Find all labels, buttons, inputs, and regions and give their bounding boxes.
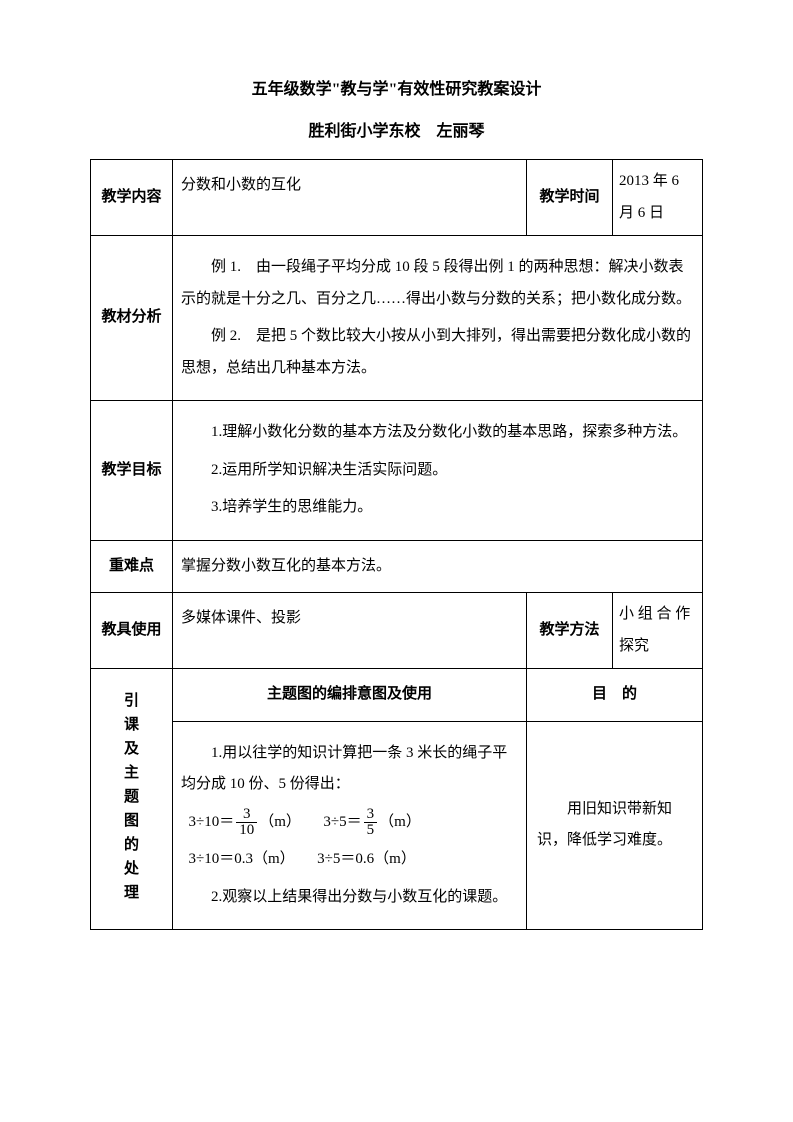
- table-row: 教材分析 例 1. 由一段绳子平均分成 10 段 5 段得出例 1 的两种思想：…: [91, 236, 703, 401]
- eq1a-unit: （m）: [259, 814, 293, 830]
- eq2b: 3÷5＝0.6（m）: [317, 851, 416, 867]
- analysis-p1: 例 1. 由一段绳子平均分成 10 段 5 段得出例 1 的两种思想：解决小数表…: [181, 252, 694, 315]
- label-tools: 教具使用: [91, 593, 173, 669]
- label-method: 教学方法: [527, 593, 613, 669]
- eq1a-lhs: 3÷10＝: [189, 814, 235, 830]
- intro-p1: 1.用以往学的知识计算把一条 3 米长的绳子平均分成 10 份、5 份得出：: [181, 738, 518, 801]
- label-goal: 教学目标: [91, 401, 173, 541]
- lesson-plan-table: 教学内容 分数和小数的互化 教学时间 2013 年 6 月 6 日 教材分析 例…: [90, 159, 703, 930]
- frac-num: 3: [364, 807, 378, 823]
- frac-den: 5: [364, 823, 378, 838]
- intro-eq2: 3÷10＝0.3（m） 3÷5＝0.6（m）: [181, 844, 518, 876]
- intro-header-right: 目 的: [527, 669, 703, 722]
- page-title-1: 五年级数学"教与学"有效性研究教案设计: [90, 75, 703, 99]
- frac-num: 3: [236, 807, 257, 823]
- goal-content: 1.理解小数化分数的基本方法及分数化小数的基本思路，探索多种方法。 2.运用所学…: [173, 401, 703, 541]
- goal-p3: 3.培养学生的思维能力。: [181, 492, 694, 524]
- method-value: 小 组 合 作探究: [613, 593, 703, 669]
- time-value: 2013 年 6 月 6 日: [613, 160, 703, 236]
- eq1b-lhs: 3÷5＝: [323, 814, 361, 830]
- frac-den: 10: [236, 823, 257, 838]
- goal-p1: 1.理解小数化分数的基本方法及分数化小数的基本思路，探索多种方法。: [181, 417, 694, 449]
- page-title-2: 胜利街小学东校 左丽琴: [90, 117, 703, 141]
- label-analysis: 教材分析: [91, 236, 173, 401]
- label-intro: 引课及主题图的处理: [91, 669, 173, 930]
- intro-purpose: 用旧知识带新知识，降低学习难度。: [527, 721, 703, 930]
- eq1b-unit: （m）: [379, 814, 421, 830]
- intro-p2: 2.观察以上结果得出分数与小数互化的课题。: [181, 882, 518, 914]
- table-row: 重难点 掌握分数小数互化的基本方法。: [91, 540, 703, 593]
- goal-p2: 2.运用所学知识解决生活实际问题。: [181, 455, 694, 487]
- eq2a: 3÷10＝0.3（m）: [189, 851, 288, 867]
- label-time: 教学时间: [527, 160, 613, 236]
- intro-left-content: 1.用以往学的知识计算把一条 3 米长的绳子平均分成 10 份、5 份得出： 3…: [173, 721, 527, 930]
- frac-3-10: 310: [236, 807, 257, 838]
- content-text: 分数和小数的互化: [173, 160, 527, 236]
- analysis-p2: 例 2. 是把 5 个数比较大小按从小到大排列，得出需要把分数化成小数的思想，总…: [181, 321, 694, 384]
- label-intro-text: 引课及主题图的处理: [123, 689, 140, 905]
- tools-text: 多媒体课件、投影: [173, 593, 527, 669]
- intro-eq1: 3÷10＝310（m） 3÷5＝35（m）: [181, 807, 518, 839]
- intro-header-left: 主题图的编排意图及使用: [173, 669, 527, 722]
- table-row: 引课及主题图的处理 主题图的编排意图及使用 目 的: [91, 669, 703, 722]
- frac-3-5: 35: [364, 807, 378, 838]
- key-text: 掌握分数小数互化的基本方法。: [173, 540, 703, 593]
- purpose-text: 用旧知识带新知识，降低学习难度。: [537, 794, 692, 857]
- table-row: 教具使用 多媒体课件、投影 教学方法 小 组 合 作探究: [91, 593, 703, 669]
- label-content: 教学内容: [91, 160, 173, 236]
- table-row: 教学目标 1.理解小数化分数的基本方法及分数化小数的基本思路，探索多种方法。 2…: [91, 401, 703, 541]
- label-key: 重难点: [91, 540, 173, 593]
- analysis-content: 例 1. 由一段绳子平均分成 10 段 5 段得出例 1 的两种思想：解决小数表…: [173, 236, 703, 401]
- table-row: 1.用以往学的知识计算把一条 3 米长的绳子平均分成 10 份、5 份得出： 3…: [91, 721, 703, 930]
- table-row: 教学内容 分数和小数的互化 教学时间 2013 年 6 月 6 日: [91, 160, 703, 236]
